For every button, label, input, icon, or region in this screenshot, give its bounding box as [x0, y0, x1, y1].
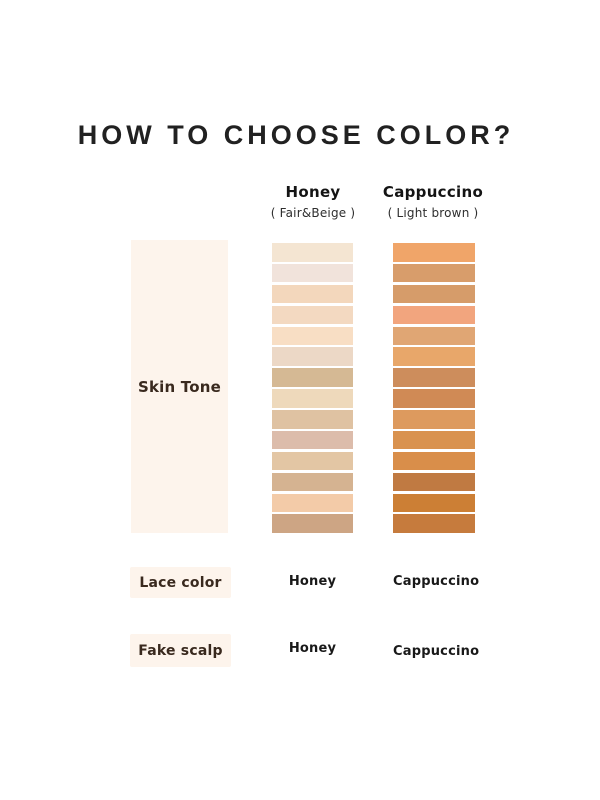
- color-swatch: [393, 368, 475, 387]
- lace-color-label-box: Lace color: [130, 567, 231, 598]
- color-swatch: [393, 389, 475, 408]
- color-swatch: [393, 451, 475, 471]
- color-swatch: [393, 263, 475, 283]
- lace-color-cappuccino-value: Cappuccino: [393, 574, 480, 589]
- color-swatch: [272, 263, 353, 283]
- color-swatch: [393, 410, 475, 429]
- fake-scalp-cappuccino-value: Cappuccino: [393, 644, 480, 659]
- column-header-honey: Honey ( Fair&Beige ): [253, 183, 373, 220]
- page-title: HOW TO CHOOSE COLOR?: [77, 120, 515, 150]
- column-subtitle: ( Light brown ): [387, 206, 479, 220]
- color-swatch: [272, 430, 353, 450]
- color-swatch: [272, 389, 353, 408]
- color-swatch: [393, 514, 475, 533]
- honey-swatch-column: [272, 243, 353, 533]
- color-swatch: [272, 451, 353, 471]
- column-name: Cappuccino: [382, 183, 484, 201]
- color-swatch: [393, 243, 475, 262]
- color-swatch: [272, 284, 353, 304]
- color-swatch: [272, 514, 353, 533]
- color-swatch: [393, 284, 475, 304]
- column-header-cappuccino: Cappuccino ( Light brown ): [373, 183, 493, 220]
- color-swatch: [272, 472, 353, 492]
- column-name: Honey: [285, 183, 341, 201]
- skin-tone-panel: Skin Tone: [131, 240, 228, 533]
- color-swatch: [272, 243, 353, 262]
- fake-scalp-label: Fake scalp: [138, 642, 223, 659]
- color-swatch: [393, 430, 475, 450]
- fake-scalp-honey-value: Honey: [288, 641, 337, 656]
- color-swatch: [272, 305, 353, 325]
- color-swatch: [272, 368, 353, 387]
- skin-tone-label: Skin Tone: [137, 377, 222, 396]
- column-subtitle: ( Fair&Beige ): [270, 206, 356, 220]
- color-swatch: [393, 347, 475, 366]
- color-swatch: [272, 493, 353, 513]
- color-swatch: [393, 472, 475, 492]
- color-swatch: [393, 326, 475, 346]
- color-swatch: [393, 493, 475, 513]
- color-swatch: [272, 347, 353, 366]
- color-swatch: [272, 326, 353, 346]
- lace-color-label: Lace color: [139, 574, 222, 591]
- lace-color-honey-value: Honey: [288, 574, 337, 589]
- fake-scalp-label-box: Fake scalp: [130, 634, 231, 667]
- color-swatch: [272, 410, 353, 429]
- cappuccino-swatch-column: [393, 243, 475, 533]
- color-swatch: [393, 305, 475, 325]
